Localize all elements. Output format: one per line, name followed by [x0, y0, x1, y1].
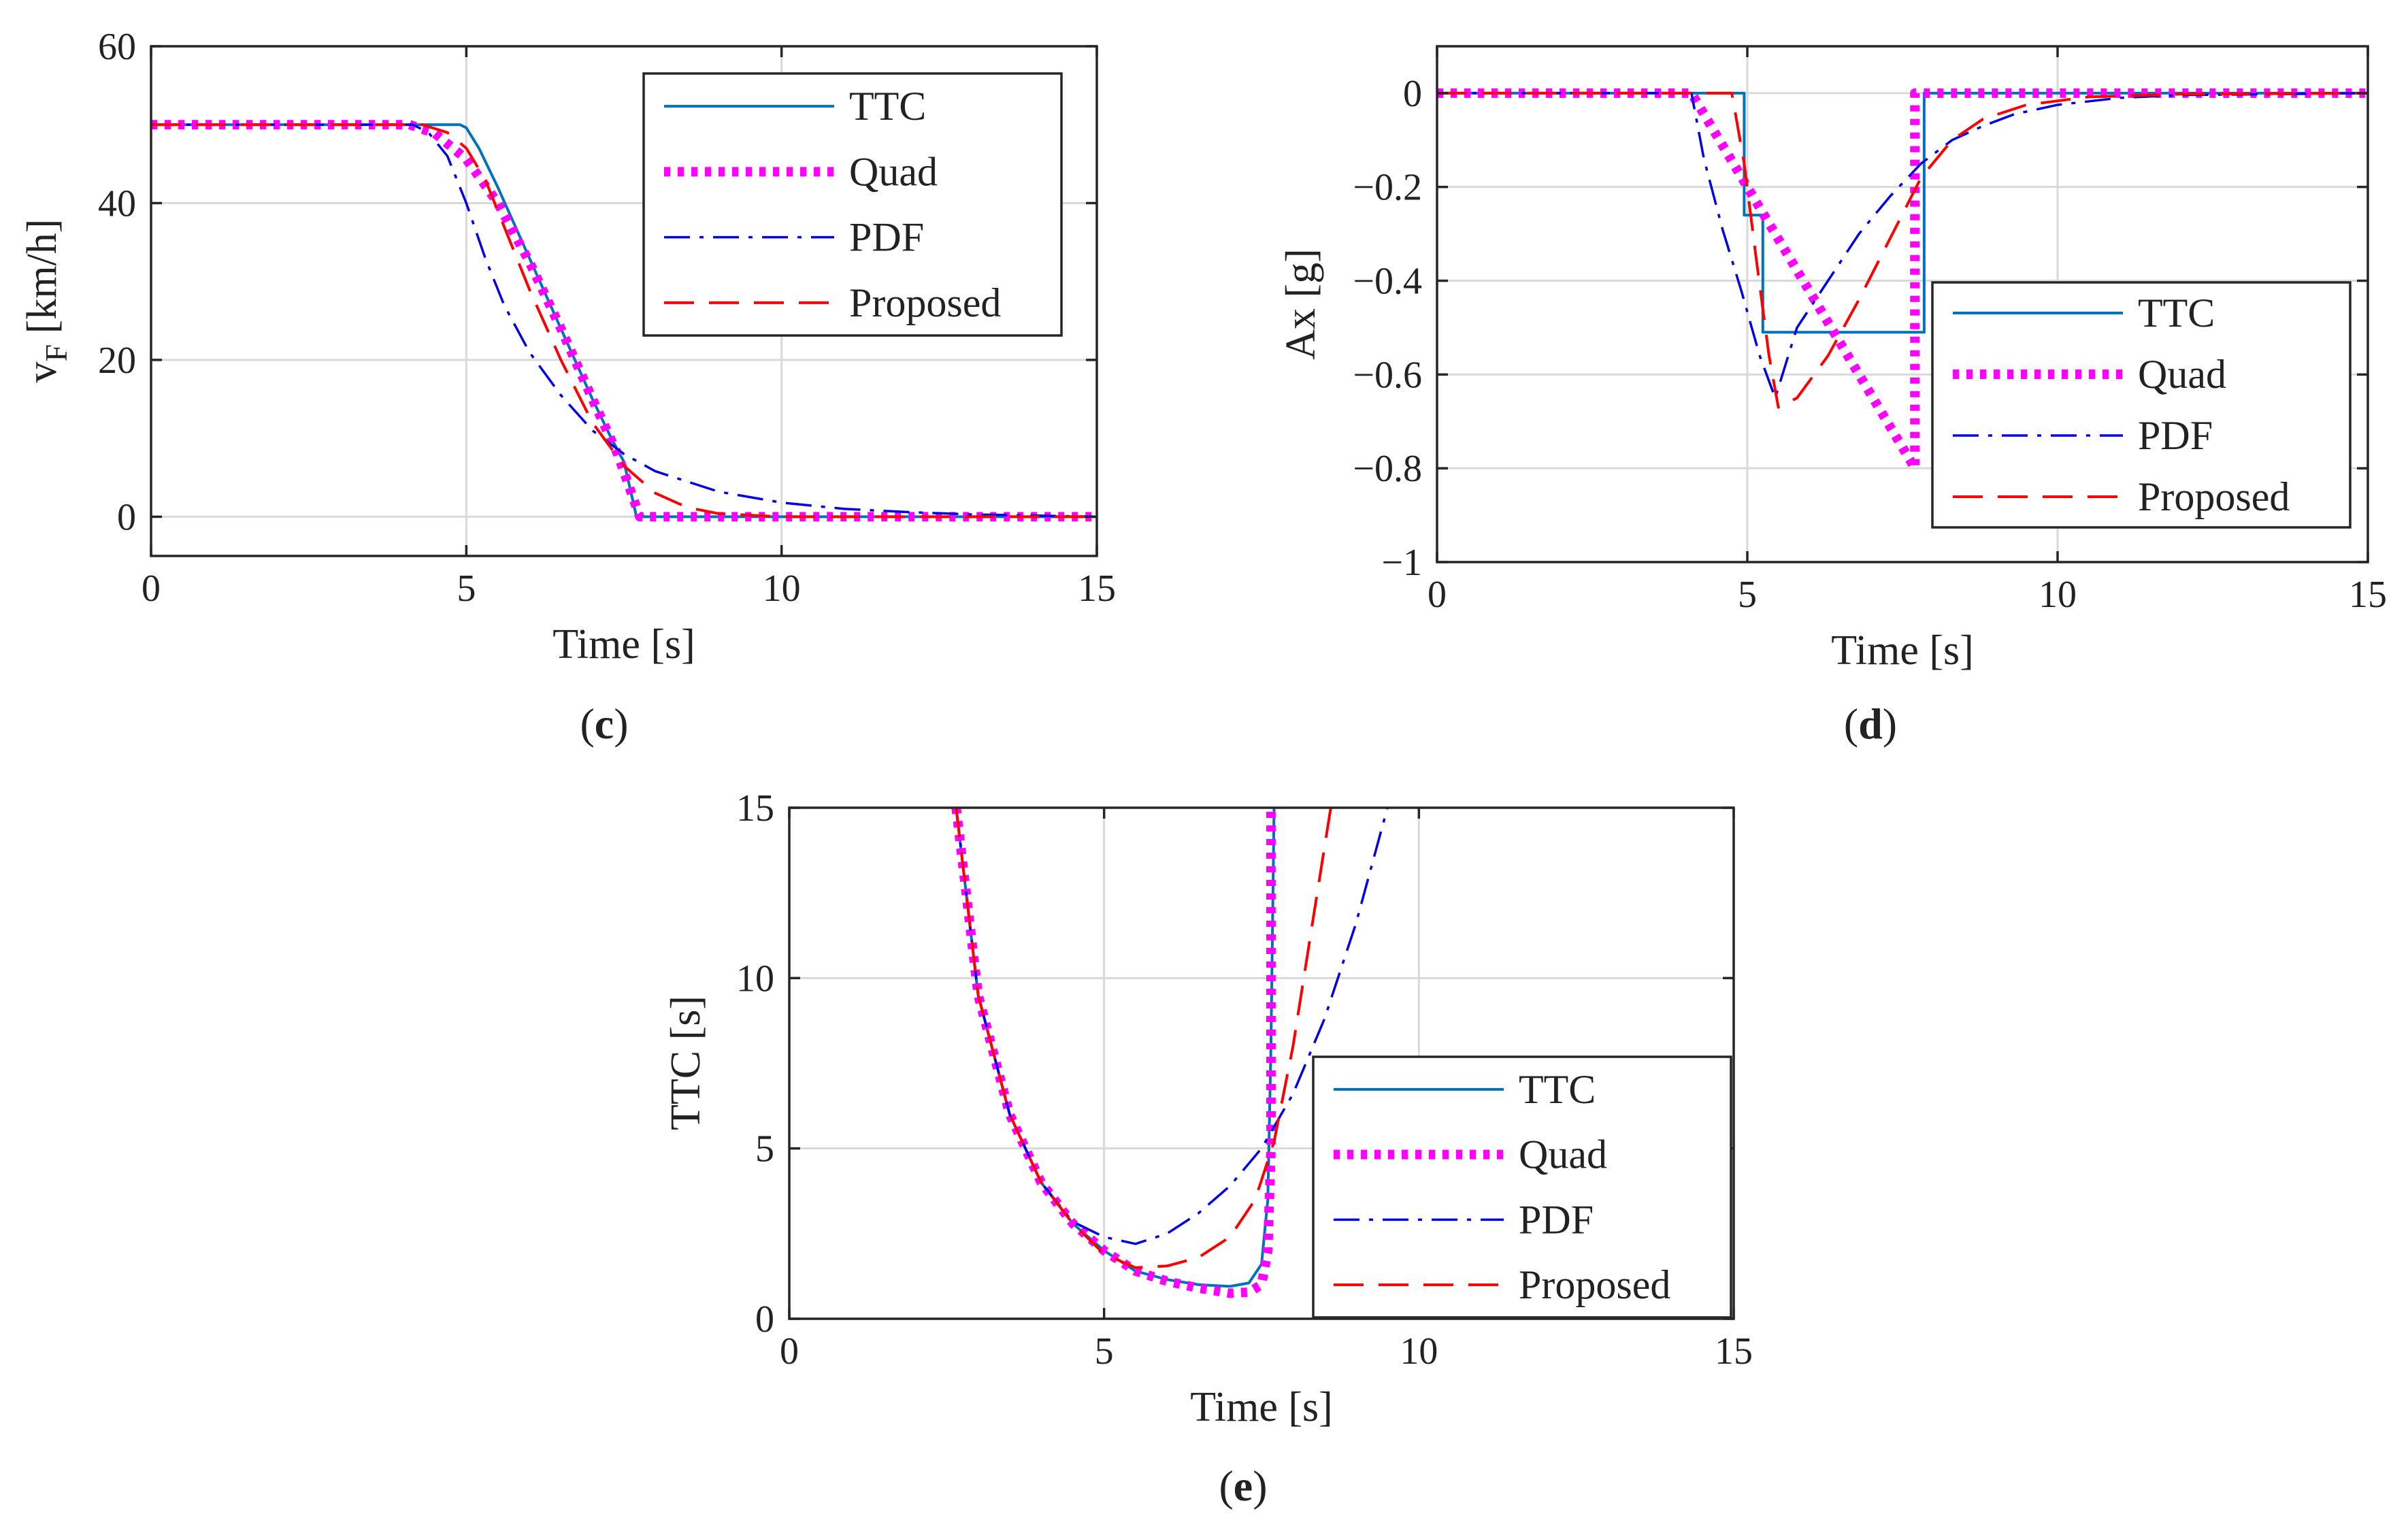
- legend-label-ttc: TTC: [849, 84, 926, 129]
- legend-label-quad: Quad: [1519, 1132, 1607, 1177]
- x-axis-label: Time [s]: [1831, 627, 1974, 674]
- series-line-proposed: [151, 123, 1097, 519]
- x-tick-label: 0: [1428, 574, 1447, 616]
- legend-box: [642, 72, 1063, 337]
- y-axis-label-subscript: F: [39, 344, 73, 362]
- series-line-proposed: [955, 808, 1332, 1269]
- axes-frame: [788, 806, 1735, 1320]
- y-tick-label: 15: [736, 787, 774, 830]
- panel-e: 0 5 10 15 0 5 10 15 Time [s] TTC [s] TTC Quad PDF Pro…: [663, 787, 1753, 1430]
- legend-box: [1312, 1055, 1732, 1319]
- y-axis-label: TTC [s]: [663, 996, 709, 1130]
- y-tick-label: −1: [1381, 542, 1422, 584]
- y-tick-label: 0: [1403, 73, 1422, 115]
- legend-label-quad: Quad: [2138, 352, 2226, 397]
- legend: TTC Quad PDF Proposed: [1931, 281, 2352, 529]
- x-axis-label: Time [s]: [552, 621, 695, 668]
- y-axis-label: Ax [g]: [1278, 248, 1324, 360]
- legend-label-proposed: Proposed: [1519, 1262, 1670, 1307]
- series-line-proposed: [1437, 91, 2368, 409]
- series-group: [1437, 88, 2368, 474]
- x-tick-label: 15: [2349, 574, 2387, 616]
- caption-e-letter: e: [1234, 1462, 1253, 1510]
- x-tick-label: 0: [780, 1330, 799, 1373]
- axes-frame: [1436, 45, 2369, 563]
- caption-d: (d): [1844, 700, 1897, 748]
- y-tick-label: −0.4: [1353, 261, 1422, 303]
- y-tick-label: 20: [98, 340, 136, 382]
- series-group: [951, 808, 1389, 1298]
- legend-label-quad: Quad: [849, 149, 938, 194]
- y-tick-label: 60: [98, 26, 136, 68]
- caption-c-letter: c: [595, 700, 614, 748]
- x-tick-label: 15: [1715, 1330, 1753, 1373]
- y-tick-label: −0.8: [1353, 448, 1422, 490]
- x-axis-label: Time [s]: [1190, 1384, 1333, 1430]
- x-tick-label: 15: [1078, 568, 1116, 610]
- x-tick-label: 10: [2039, 574, 2077, 616]
- legend-label-pdf: PDF: [1519, 1197, 1594, 1242]
- series-line-quad: [951, 808, 1276, 1298]
- y-axis-label: vF [km/h]: [19, 219, 73, 383]
- x-tick-label: 0: [142, 568, 161, 610]
- series-line-pdf: [1437, 92, 2368, 399]
- legend-label-ttc: TTC: [2138, 291, 2215, 335]
- axes-frame: [150, 45, 1098, 557]
- x-tick-label: 5: [1095, 1330, 1114, 1373]
- y-tick-label: 5: [755, 1128, 774, 1170]
- series-group: [151, 120, 1097, 522]
- series-line-ttc: [1437, 91, 2368, 334]
- y-axis-label-main: v: [19, 361, 65, 382]
- x-tick-label: 10: [763, 568, 801, 610]
- panel-c: 0 5 10 15 0 20 40 60 Time [s] vF [km/h] TTC Quad PDF…: [19, 26, 1116, 668]
- legend-label-ttc: TTC: [1519, 1067, 1596, 1112]
- y-tick-label: −0.6: [1353, 354, 1422, 396]
- y-tick-label: 10: [736, 957, 774, 1000]
- x-tick-label: 10: [1400, 1330, 1438, 1373]
- y-tick-label: 40: [98, 182, 136, 225]
- legend-label-pdf: PDF: [2138, 413, 2213, 458]
- legend: TTC Quad PDF Proposed: [642, 72, 1063, 337]
- x-tick-label: 5: [457, 568, 476, 610]
- legend-label-proposed: Proposed: [2138, 474, 2290, 519]
- y-tick-label: 0: [117, 496, 136, 538]
- series-line-pdf: [151, 123, 1097, 519]
- legend-label-pdf: PDF: [849, 215, 924, 260]
- y-tick-label: 0: [755, 1298, 774, 1341]
- legend-label-proposed: Proposed: [849, 280, 1001, 325]
- caption-d-letter: d: [1858, 700, 1883, 748]
- legend: TTC Quad PDF Proposed: [1312, 1055, 1732, 1319]
- panel-d: 0 5 10 15 0 −0.2 −0.4 −0.6 −0.8 −1 Time [s] Ax [g] T…: [1278, 45, 2387, 674]
- x-tick-label: 5: [1738, 574, 1757, 616]
- series-line-quad: [1437, 88, 2368, 474]
- legend-box: [1931, 281, 2352, 529]
- caption-c: (c): [580, 700, 628, 748]
- y-tick-label: −0.2: [1353, 167, 1422, 209]
- y-axis-label-unit: [km/h]: [19, 219, 65, 344]
- series-line-quad: [151, 120, 1097, 522]
- caption-e: (e): [1219, 1462, 1267, 1510]
